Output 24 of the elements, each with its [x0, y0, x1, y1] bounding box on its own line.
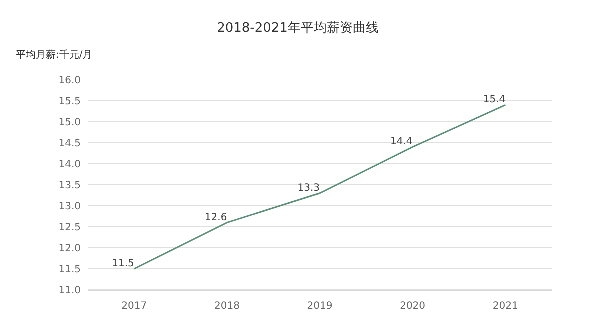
y-tick-label: 12.0	[58, 244, 81, 254]
x-tick-label: 2021	[492, 301, 518, 312]
x-tick-label: 2020	[400, 301, 426, 312]
y-tick-label: 11.5	[58, 264, 81, 276]
y-tick-label: 16.0	[58, 76, 81, 86]
data-label: 13.3	[298, 182, 320, 194]
y-tick-label: 14.5	[58, 138, 81, 150]
y-tick-label: 12.5	[58, 222, 81, 234]
x-tick-label: 2017	[122, 301, 148, 312]
chart-title: 2018-2021年平均薪资曲线	[217, 21, 379, 36]
y-tick-label: 15.5	[58, 96, 81, 108]
y-tick-label: 11.0	[58, 286, 81, 296]
y-tick-label: 13.0	[58, 202, 81, 212]
data-label: 15.4	[483, 94, 506, 106]
data-label: 14.4	[390, 136, 413, 148]
y-tick-label: 15.0	[58, 118, 81, 128]
line-series	[134, 104, 506, 270]
y-axis-title: 平均月薪:千元/月	[16, 49, 93, 61]
data-label: 12.6	[204, 212, 228, 224]
y-tick-label: 14.0	[58, 160, 81, 170]
x-tick-label: 2018	[214, 301, 240, 312]
data-label: 11.5	[112, 258, 134, 270]
x-tick-label: 2019	[307, 301, 333, 312]
y-tick-label: 13.5	[58, 180, 81, 192]
